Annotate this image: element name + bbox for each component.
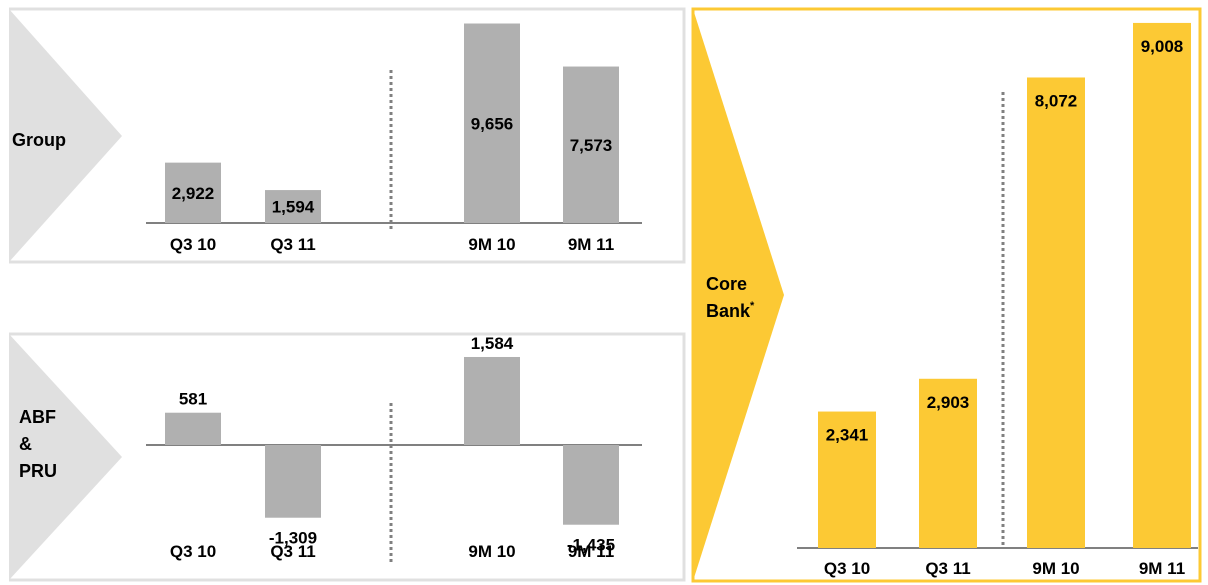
group-tick-label: Q3 10	[170, 235, 216, 254]
core-bank-tick-label: Q3 11	[925, 559, 970, 578]
group-tick-label: 9M 10	[468, 235, 515, 254]
abf-pru-value-label: -1,309	[269, 529, 317, 548]
abf-pru-tick-label: 9M 10	[468, 542, 515, 561]
core-bank-value-label: 8,072	[1035, 91, 1078, 110]
group-panel: Group 2,922 Q3 10 1,594 Q3 11 9,656 9M 10 7,57…	[9, 7, 686, 264]
abf-pru-tick-label: Q3 11	[270, 542, 315, 561]
group-bar	[464, 23, 520, 224]
abf-pru-panel-frame	[9, 332, 686, 582]
abf-pru-value-label: 1,584	[471, 334, 514, 353]
abf-pru-tick-label: Q3 10	[170, 542, 216, 561]
group-value-label: 9,656	[471, 114, 514, 133]
abf-pru-segment-label-line3: PRU	[19, 461, 57, 481]
group-tick-label: Q3 11	[270, 235, 315, 254]
core-bank-tick-label: 9M 10	[1032, 559, 1079, 578]
core-bank-value-label: 2,903	[927, 393, 970, 412]
abf-pru-bar	[563, 445, 619, 525]
core-bank-segment-label-line2: Bank*	[706, 300, 755, 321]
group-bar	[165, 162, 221, 223]
group-panel-frame	[9, 7, 686, 264]
group-value-label: 2,922	[172, 184, 215, 203]
core-bank-tick-label: Q3 10	[824, 559, 870, 578]
abf-pru-bar	[265, 445, 321, 518]
abf-pru-bar	[165, 412, 221, 445]
group-bars: 2,922 Q3 10 1,594 Q3 11 9,656 9M 10 7,573 9M 11	[165, 23, 619, 254]
core-bank-bars: 2,341 Q3 10 2,903 Q3 11 8,072 9M 10 9,008 9M 11	[818, 22, 1191, 578]
core-bank-value-label: 9,008	[1141, 37, 1184, 56]
abf-pru-segment-label-line1: ABF	[19, 407, 56, 427]
core-bank-bar	[818, 411, 876, 548]
abf-pru-segment-arrow	[9, 334, 122, 580]
abf-pru-tick-label: 9M 11	[568, 542, 614, 561]
core-bank-bar	[1133, 22, 1191, 548]
group-value-label: 7,573	[570, 136, 613, 155]
core-bank-bar	[1027, 77, 1085, 548]
core-bank-footnote-marker: *	[750, 300, 755, 312]
core-bank-segment-arrow	[693, 9, 784, 581]
group-value-label: 1,594	[272, 198, 315, 217]
core-bank-tick-label: 9M 11	[1139, 559, 1185, 578]
group-bar	[265, 190, 321, 223]
core-bank-segment-label-text: Bank	[706, 301, 751, 321]
group-bar	[563, 66, 619, 224]
abf-pru-value-label: -1,435	[567, 536, 615, 555]
group-tick-label: 9M 11	[568, 235, 614, 254]
core-bank-bar	[919, 378, 977, 548]
abf-pru-bar	[464, 356, 520, 445]
core-bank-segment-label-line1: Core	[706, 274, 747, 294]
abf-pru-value-label: 581	[179, 390, 207, 409]
core-bank-value-label: 2,341	[826, 426, 869, 445]
group-segment-label: Group	[12, 130, 66, 150]
abf-pru-segment-label-line2: &	[19, 434, 32, 454]
core-bank-panel: Core Bank* 2,341 Q3 10 2,903 Q3 11 8,072 9M 1…	[691, 7, 1202, 583]
group-segment-arrow	[9, 9, 122, 262]
